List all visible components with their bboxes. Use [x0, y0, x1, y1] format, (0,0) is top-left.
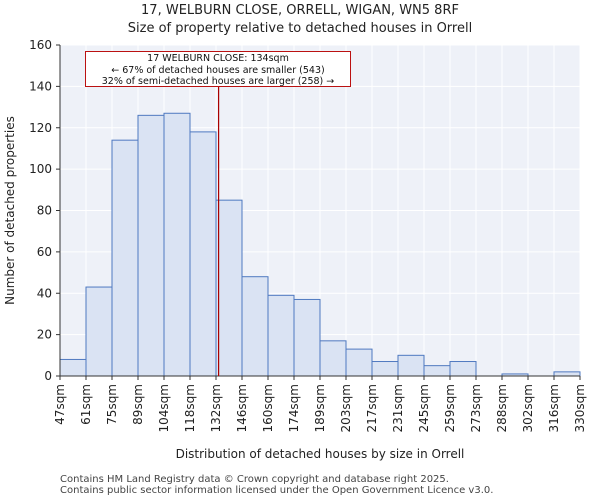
histogram-bar: [553, 371, 581, 377]
histogram-bar: [137, 114, 165, 377]
y-tick-label: 0: [44, 369, 52, 383]
footer-line-2: Contains public sector information licen…: [60, 485, 494, 496]
histogram-bar: [59, 358, 87, 377]
histogram-bar: [423, 365, 451, 377]
x-tick-label: 217sqm: [365, 384, 379, 432]
x-tick-label: 288sqm: [495, 384, 509, 432]
footer-line-1: Contains HM Land Registry data © Crown c…: [60, 474, 449, 485]
x-tick-label: 132sqm: [209, 384, 223, 432]
annotation-line-3: 32% of semi-detached houses are larger (…: [101, 76, 335, 87]
histogram-bar: [241, 276, 269, 377]
x-tick-label: 189sqm: [313, 384, 327, 432]
y-tick-label: 40: [37, 286, 52, 300]
histogram-bar: [111, 139, 139, 377]
x-tick-label: 146sqm: [235, 384, 249, 432]
x-tick-label: 174sqm: [287, 384, 301, 432]
x-tick-label: 89sqm: [131, 384, 145, 425]
x-tick-label: 160sqm: [261, 384, 275, 432]
histogram-bar: [267, 294, 295, 377]
x-tick-label: 316sqm: [547, 384, 561, 432]
x-tick-label: 231sqm: [391, 384, 405, 432]
x-tick-label: 61sqm: [79, 384, 93, 425]
x-tick-label: 273sqm: [469, 384, 483, 432]
y-tick-label: 160: [29, 38, 52, 52]
x-tick-label: 104sqm: [157, 384, 171, 432]
chart-subtitle: Size of property relative to detached ho…: [127, 21, 473, 36]
y-tick-label: 100: [29, 162, 52, 176]
histogram-bar: [85, 286, 113, 377]
chart-title: 17, WELBURN CLOSE, ORRELL, WIGAN, WN5 8R…: [141, 3, 459, 18]
x-tick-label: 302sqm: [521, 384, 535, 432]
y-tick-label: 120: [29, 121, 52, 135]
x-tick-label: 203sqm: [339, 384, 353, 432]
y-tick-label: 60: [37, 245, 52, 259]
annotation-line-1: 17 WELBURN CLOSE: 134sqm: [147, 53, 289, 64]
histogram-bar: [449, 361, 477, 377]
x-tick-label: 47sqm: [53, 384, 67, 425]
annotation-box: 17 WELBURN CLOSE: 134sqm ← 67% of detach…: [85, 51, 351, 87]
x-tick-label: 245sqm: [417, 384, 431, 432]
histogram-bar: [371, 361, 399, 377]
histogram-bar: [293, 298, 321, 377]
y-tick-label: 80: [37, 204, 52, 218]
y-tick-label: 20: [37, 328, 52, 342]
x-tick-label: 330sqm: [573, 384, 587, 432]
x-tick-label: 118sqm: [183, 384, 197, 432]
histogram-bar: [345, 348, 373, 377]
y-tick-label: 140: [29, 79, 52, 93]
x-tick-label: 259sqm: [443, 384, 457, 432]
y-axis-label: Number of detached properties: [3, 116, 17, 305]
histogram-bar: [163, 112, 191, 377]
annotation-line-2: ← 67% of detached houses are smaller (54…: [111, 64, 325, 76]
histogram-bar: [215, 199, 243, 377]
x-tick-label: 75sqm: [105, 384, 119, 425]
x-axis-label: Distribution of detached houses by size …: [176, 447, 465, 461]
histogram-bar: [319, 340, 347, 377]
histogram-bar: [397, 354, 425, 377]
histogram-bar: [189, 131, 217, 377]
